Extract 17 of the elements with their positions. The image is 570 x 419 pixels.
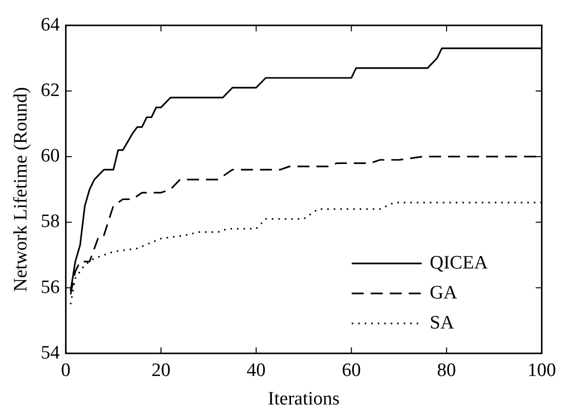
x-tick-label: 60 — [342, 360, 361, 381]
y-tick-label: 54 — [40, 342, 60, 364]
x-tick-label: 80 — [437, 360, 456, 381]
legend-label: GA — [430, 282, 458, 304]
y-tick-label: 62 — [40, 80, 60, 101]
y-tick-label: 56 — [40, 276, 60, 298]
x-tick-label: 40 — [246, 360, 266, 381]
x-tick-label: 100 — [528, 360, 556, 381]
legend-label: SA — [430, 312, 454, 334]
y-axis-title: Network Lifetime (Round) — [10, 87, 32, 292]
legend-label: QICEA — [430, 252, 488, 274]
x-axis-title: Iterations — [268, 388, 340, 410]
y-tick-label: 60 — [40, 146, 60, 167]
x-tick-label: 20 — [151, 360, 170, 381]
y-tick-label: 64 — [40, 14, 60, 36]
x-tick-label: 0 — [61, 360, 71, 381]
y-tick-label: 58 — [40, 211, 60, 232]
